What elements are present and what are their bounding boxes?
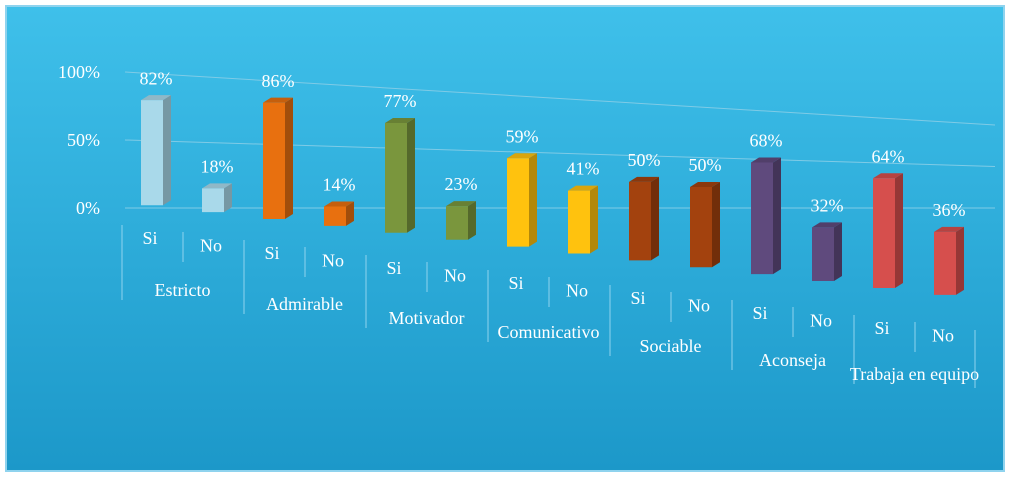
group-label: Motivador — [389, 308, 465, 328]
bar-side — [895, 173, 903, 288]
bar-front — [568, 190, 590, 254]
group-label: Sociable — [640, 336, 702, 356]
bar-side — [712, 181, 720, 268]
bar-top — [812, 222, 842, 228]
bar-top — [446, 201, 476, 207]
bar-top — [202, 183, 232, 189]
x-tick-label: No — [444, 266, 466, 286]
x-tick-label: No — [688, 296, 710, 316]
bar-front — [324, 206, 346, 226]
bar — [446, 201, 476, 240]
bar — [141, 95, 171, 206]
data-label: 68% — [750, 131, 783, 151]
bar — [690, 181, 720, 268]
data-label: 64% — [872, 146, 905, 166]
bar-side — [224, 183, 232, 213]
bar-front — [751, 162, 773, 275]
bar — [873, 173, 903, 288]
bar-top — [934, 226, 964, 232]
data-label: 50% — [628, 150, 661, 170]
bar — [812, 222, 842, 282]
group-label: Admirable — [266, 294, 343, 314]
bar — [568, 185, 598, 254]
grid-line — [124, 71, 996, 126]
bar-side — [285, 97, 293, 220]
data-label: 77% — [384, 91, 417, 111]
data-label: 50% — [689, 155, 722, 175]
bar-front — [202, 188, 224, 213]
bar-top — [690, 181, 720, 187]
bar-side — [773, 157, 781, 275]
bar-top — [751, 157, 781, 163]
bar — [202, 183, 232, 213]
x-tick-label: No — [810, 311, 832, 331]
bar-side — [468, 201, 476, 240]
bar-top — [629, 176, 659, 182]
bar-front — [873, 178, 895, 288]
x-tick-label: Si — [142, 228, 157, 248]
x-tick-label: Si — [508, 273, 523, 293]
bar — [629, 176, 659, 261]
bar-front — [141, 100, 163, 206]
bar-side — [346, 201, 354, 226]
data-label: 18% — [201, 157, 234, 177]
bar-top — [568, 185, 598, 191]
x-tick-label: Si — [386, 258, 401, 278]
bar-front — [385, 123, 407, 233]
y-tick-label: 50% — [67, 130, 100, 150]
bar — [263, 97, 293, 220]
bar-front — [629, 181, 651, 261]
bar-top — [141, 95, 171, 101]
bar-front — [812, 227, 834, 282]
bar — [385, 118, 415, 233]
x-tick-label: No — [566, 281, 588, 301]
bar — [751, 157, 781, 275]
bar-side — [407, 118, 415, 233]
bar-front — [263, 102, 285, 220]
bar — [507, 153, 537, 247]
bar-top — [873, 173, 903, 179]
bar-side — [529, 153, 537, 247]
bar-side — [651, 176, 659, 261]
group-label: Estricto — [155, 280, 211, 300]
bar-side — [163, 95, 171, 206]
data-label: 23% — [445, 174, 478, 194]
group-label: Trabaja en equipo — [850, 364, 979, 384]
x-tick-label: Si — [630, 288, 645, 308]
data-label: 41% — [567, 159, 600, 179]
data-label: 59% — [506, 126, 539, 146]
x-tick-label: Si — [264, 243, 279, 263]
x-tick-label: Si — [752, 303, 767, 323]
data-label: 14% — [323, 175, 356, 195]
bar-top — [385, 118, 415, 124]
bar — [324, 201, 354, 226]
data-label: 86% — [262, 71, 295, 91]
bar-side — [834, 222, 842, 282]
bar-front — [446, 206, 468, 240]
bar-front — [690, 186, 712, 268]
x-tick-label: No — [322, 251, 344, 271]
data-label: 32% — [811, 195, 844, 215]
group-label: Aconseja — [759, 350, 826, 370]
y-tick-label: 0% — [76, 198, 100, 218]
group-label: Comunicativo — [498, 322, 600, 342]
x-tick-label: No — [932, 326, 954, 346]
y-tick-label: 100% — [58, 62, 100, 82]
bar-side — [590, 185, 598, 254]
bar — [934, 226, 964, 295]
bar-front — [507, 158, 529, 247]
x-tick-label: Si — [874, 318, 889, 338]
x-tick-label: No — [200, 236, 222, 256]
bar-side — [956, 226, 964, 295]
bar-top — [263, 97, 293, 103]
data-label: 36% — [933, 200, 966, 220]
bar-front — [934, 231, 956, 295]
data-label: 82% — [140, 68, 173, 88]
bar-top — [507, 153, 537, 159]
bar-top — [324, 201, 354, 207]
